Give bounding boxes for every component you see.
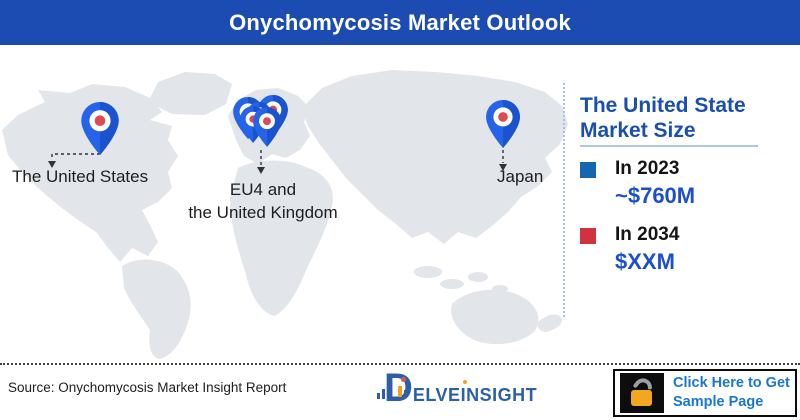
logo-wordmark: ELVEI NSIGHT [413, 380, 537, 406]
panel-title: The United State Market Size [580, 93, 746, 143]
stat-year-2034: In 2034 [615, 224, 680, 245]
logo-chart-bar-icon [398, 386, 402, 397]
page-title: Onychomycosis Market Outlook [229, 9, 571, 35]
logo-side-bars-icon [377, 366, 387, 406]
stat-value-2023: ~$760M [615, 183, 696, 208]
stat-value-2034: $XXM [615, 249, 675, 274]
panel-title-line2: Market Size [580, 119, 696, 142]
vertical-dotted-divider [563, 83, 565, 317]
get-sample-page-button[interactable]: Click Here to Get Sample Page [613, 369, 797, 417]
logo-chart-bar-icon [404, 390, 408, 397]
world-map [2, 70, 568, 359]
panel-title-underline [580, 145, 758, 147]
stat-item-2034: In 2034 $XXM [580, 224, 679, 274]
red-square-bullet [580, 228, 596, 244]
panel-title-line1: The United State [580, 94, 746, 117]
lock-box [620, 373, 664, 413]
stat-item-2023: In 2023 ~$760M [580, 158, 695, 208]
label-eu4-uk-line2: the United Kingdom [188, 203, 338, 222]
map-landmasses [2, 70, 568, 359]
header-bar: Onychomycosis Market Outlook [0, 0, 800, 45]
source-attribution: Source: Onychomycosis Market Insight Rep… [8, 380, 287, 395]
label-eu4-uk-line1: EU4 and [229, 180, 297, 199]
callout-connectors [51, 150, 504, 166]
us-connector [51, 153, 100, 160]
stat-year-2023: In 2023 [615, 158, 680, 179]
footer-bar: Source: Onychomycosis Market Insight Rep… [0, 363, 800, 420]
label-japan: Japan [497, 167, 544, 186]
connector-arrowheads [48, 161, 507, 174]
open-padlock-icon [631, 378, 652, 406]
label-united-states: The United States [12, 167, 149, 186]
blue-square-bullet [580, 162, 596, 178]
logo-i-dot-icon [462, 380, 467, 384]
logo-chart-dot-icon [401, 377, 406, 382]
logo-d-glyph: D [377, 368, 413, 408]
sample-button-label: Click Here to Get Sample Page [673, 375, 790, 410]
label-eu4-uk: EU4 and the United Kingdom [158, 178, 368, 224]
